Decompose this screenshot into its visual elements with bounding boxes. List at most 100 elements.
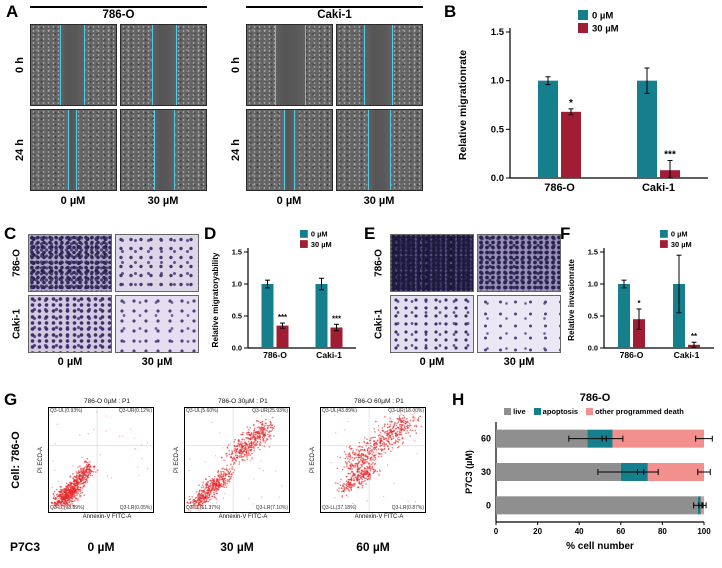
- wound-image: [246, 24, 333, 106]
- svg-text:0.5: 0.5: [588, 311, 598, 320]
- dose-label: 0 µM: [419, 356, 445, 368]
- wound-gap: [67, 110, 77, 190]
- svg-text:% cell number: % cell number: [566, 541, 634, 552]
- flow-y-axis-label: PI ECD-A: [310, 446, 316, 474]
- transwell-invasion-image: [477, 295, 561, 353]
- svg-text:0 µM: 0 µM: [311, 230, 328, 239]
- transwell-migration-image: [115, 234, 199, 292]
- svg-text:0.5: 0.5: [491, 124, 505, 135]
- legend-item: live: [504, 407, 526, 416]
- flow-x-axis-label: Annexin-V FITC-A: [82, 514, 132, 520]
- transwell-invasion-image: [390, 295, 474, 353]
- panel-letter-h: H: [452, 390, 465, 409]
- quadrant-label-ul: Q3-UL(0.93%): [50, 408, 83, 415]
- quadrant-label-ur: Q3-UR(18.00%): [388, 408, 424, 415]
- quadrant-label-ll: Q3-LL(61.37%): [186, 504, 221, 511]
- svg-text:0.0: 0.0: [232, 343, 242, 352]
- wound-image: [246, 109, 333, 191]
- svg-text:1.5: 1.5: [232, 247, 242, 256]
- cell-line-title-caki1: Caki-1: [246, 6, 423, 21]
- transwell-migration-image: [115, 295, 199, 353]
- panel-letter-a: A: [6, 2, 19, 21]
- svg-text:0: 0: [494, 527, 499, 536]
- row-label-0h: 0 h: [14, 57, 26, 73]
- svg-text:1.5: 1.5: [588, 247, 598, 256]
- panel-letter-d: D: [204, 224, 217, 243]
- stacked-chart-legend: live apoptosis other programmed death: [468, 407, 720, 416]
- panel-letter-b: B: [444, 2, 457, 21]
- flow-scatter: [321, 408, 425, 512]
- flow-x-axis-label: Annexin-V FITC-A: [354, 514, 404, 520]
- flow-plot-title: 786-O 30µM : P1: [218, 398, 268, 405]
- svg-text:*: *: [569, 98, 573, 109]
- quadrant-label-lr: Q3-LR(7.10%): [255, 504, 288, 511]
- flow-cell-line-label: Cell: 786-O: [10, 431, 22, 489]
- flow-plot-title: 786-O 60µM : P1: [354, 398, 404, 405]
- dose-label: 30 µM: [141, 356, 173, 368]
- dose-label-60um: 60 µM: [356, 540, 390, 554]
- dose-label-30um: 30 µM: [220, 540, 254, 554]
- legend-label: live: [513, 407, 526, 416]
- quadrant-label-ul: Q3-UL(5.60%): [186, 408, 219, 415]
- flow-scatter: [185, 408, 289, 512]
- legend-item: apoptosis: [533, 407, 579, 416]
- svg-text:Relative migrationrate: Relative migrationrate: [457, 50, 469, 160]
- wound-gap: [154, 110, 175, 190]
- svg-text:***: ***: [332, 314, 342, 323]
- legend-swatch: [504, 408, 512, 415]
- panel-letter-f: F: [560, 224, 571, 243]
- svg-text:60: 60: [616, 527, 625, 536]
- svg-text:1.5: 1.5: [491, 27, 505, 38]
- svg-text:40: 40: [575, 527, 584, 536]
- row-label-24h: 24 h: [14, 138, 26, 162]
- svg-text:Caki-1: Caki-1: [316, 350, 342, 360]
- legend-label: other programmed death: [595, 407, 684, 416]
- svg-text:1.0: 1.0: [491, 76, 504, 87]
- legend-label: apoptosis: [542, 407, 579, 416]
- flow-plot-area: Q3-UL(5.60%) Q3-UR(25.93%) Q3-LL(61.37%)…: [184, 407, 290, 513]
- transwell-invasion-image: [390, 234, 474, 292]
- dose-label-0um: 0 µM: [87, 540, 115, 554]
- wound-gap: [151, 25, 178, 105]
- svg-text:1.0: 1.0: [588, 279, 598, 288]
- legend-item: other programmed death: [586, 407, 684, 416]
- wound-gap: [275, 25, 306, 105]
- wound-image: [30, 24, 117, 106]
- migration-bar-chart: 0.0 0.5 1.0 1.5 Relative migrationrate 786-O C…: [457, 10, 708, 194]
- flow-scatter: [49, 408, 153, 512]
- svg-text:***: ***: [664, 149, 676, 160]
- panel-letter-e: E: [364, 224, 376, 243]
- row-label-caki1: Caki-1: [373, 308, 385, 340]
- svg-text:0: 0: [486, 500, 491, 510]
- drug-name-label: P7C3: [10, 540, 41, 554]
- dose-label: 30 µM: [363, 195, 395, 207]
- transwell-invasion-image: [477, 234, 561, 292]
- row-label-786o: 786-O: [11, 249, 23, 277]
- quadrant-label-lr: Q3-LR(0.87%): [391, 504, 424, 511]
- quadrant-label-ll: Q3-LL(37.18%): [322, 504, 357, 511]
- flow-plot-30um: 786-O 30µM : P1 Q3-UL(5.60%) Q3-UR(25.93…: [172, 398, 302, 520]
- wound-image: [30, 109, 117, 191]
- svg-text:*: *: [637, 299, 641, 308]
- wound-gap: [364, 25, 394, 105]
- svg-text:**: **: [691, 332, 698, 341]
- svg-text:Relative migratoryability: Relative migratoryability: [211, 252, 220, 347]
- flow-y-axis-label: PI ECD-A: [174, 446, 180, 474]
- svg-text:0.0: 0.0: [491, 173, 504, 184]
- wound-gap: [367, 110, 392, 190]
- quadrant-label-lr: Q3-LR(0.05%): [119, 504, 152, 511]
- quadrant-label-ur: Q3-UR(0.12%): [118, 408, 152, 415]
- row-label-24h: 24 h: [230, 138, 242, 162]
- flow-plot-area: Q3-UL(43.89%) Q3-UR(18.00%) Q3-LL(37.18%…: [320, 407, 426, 513]
- svg-text:0.0: 0.0: [588, 343, 598, 352]
- dose-label: 30 µM: [147, 195, 179, 207]
- panel-letter-g: G: [4, 390, 18, 409]
- flow-plot-60um: 786-O 60µM : P1 Q3-UL(43.89%) Q3-UR(18.0…: [308, 398, 438, 520]
- row-label-786o: 786-O: [373, 249, 385, 277]
- svg-text:0 µM: 0 µM: [592, 11, 613, 22]
- svg-text:30 µM: 30 µM: [311, 240, 332, 249]
- stacked-chart-title: 786-O: [579, 392, 611, 404]
- svg-text:30: 30: [481, 467, 491, 477]
- wound-gap: [284, 110, 296, 190]
